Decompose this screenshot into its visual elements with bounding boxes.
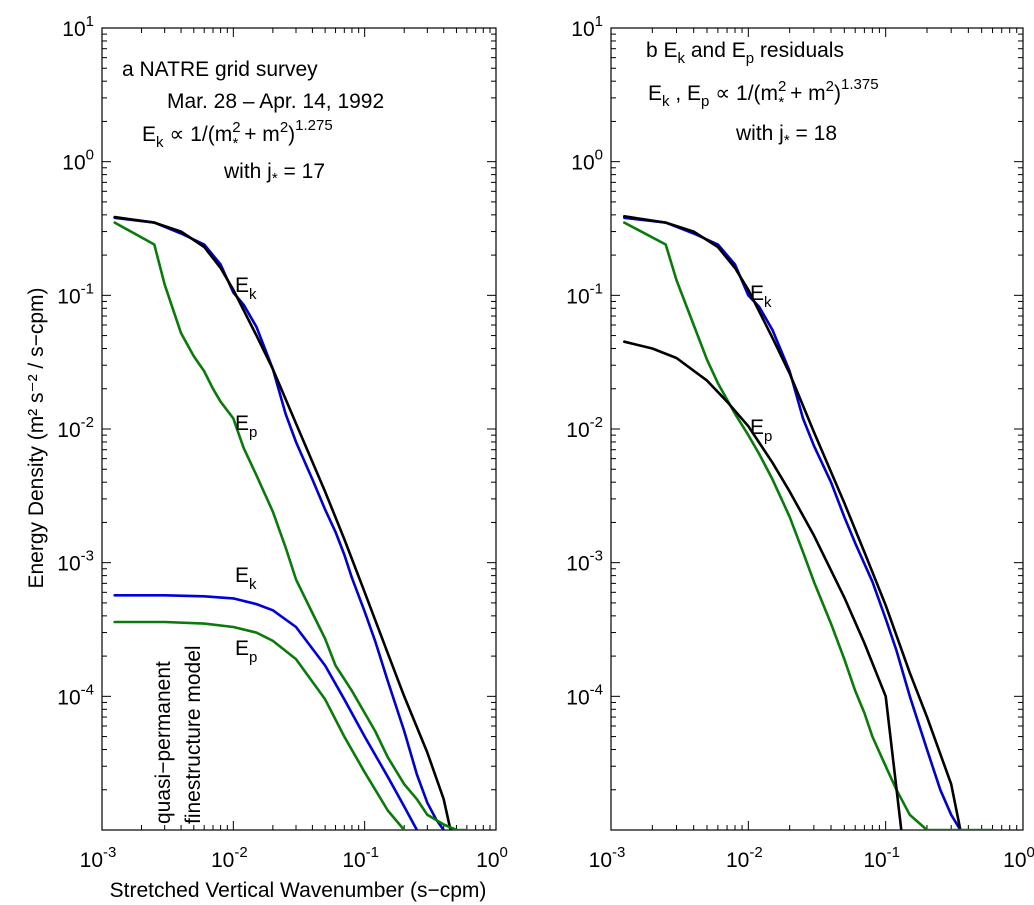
panel-a-y-tick-label: 10-4 bbox=[57, 681, 94, 709]
panel-b-x-tick-label: 10-3 bbox=[589, 844, 626, 872]
panel-b-jstar: with j* = 18 bbox=[735, 122, 837, 149]
y-axis-label: Energy Density (m² s⁻² / s−cpm) bbox=[25, 287, 48, 588]
panel-a-model-label-1: quasi−permanent bbox=[152, 661, 175, 824]
panel-a-y-tick-label: 100 bbox=[62, 147, 94, 175]
panel-b-y-tick-label: 10-3 bbox=[566, 548, 603, 576]
panel-b-x-tick-label: 10-2 bbox=[726, 844, 763, 872]
panel-a-x-tick-label: 100 bbox=[476, 844, 508, 872]
panel-a-ep-label: Ep bbox=[235, 412, 257, 441]
panel-a-ticks: 10-3 10-2 10-1 100 10-4 10-3 10-2 10-1 100 101 bbox=[57, 13, 508, 872]
panel-a-x-tick-label: 10-2 bbox=[211, 844, 248, 872]
panel-a-series-fit bbox=[113, 215, 452, 830]
panel-b-series-fit_ep bbox=[622, 340, 903, 830]
panel-a-series-ep_obs bbox=[113, 221, 469, 830]
panel-a-x-tick-label: 10-3 bbox=[80, 844, 117, 872]
panel-b-series-ep_obs bbox=[622, 221, 994, 830]
panel-b-title: b Ek and Ep residuals Ek , Ep ∝ 1/(m2 * +… bbox=[646, 39, 879, 149]
panel-b-x-tick-label: 100 bbox=[1003, 844, 1034, 872]
panel-a-title: a NATRE grid survey Mar. 28 – Apr. 14, 1… bbox=[122, 58, 384, 187]
panel-b-ep-label: Ep bbox=[750, 416, 772, 445]
panel-b-formula: Ek , Ep ∝ 1/(m2 * + m2)1.375 bbox=[648, 76, 879, 111]
panel-a-series-ek_obs bbox=[113, 216, 446, 830]
panel-b-x-tick-label: 10-1 bbox=[863, 844, 900, 872]
panel-b-y-tick-label: 100 bbox=[571, 147, 603, 175]
panel-b-y-tick-label: 10-1 bbox=[566, 280, 603, 308]
panel-b-frame bbox=[610, 27, 1024, 831]
panel-b-y-tick-label: 101 bbox=[571, 13, 603, 41]
panel-b-ek-label: Ek bbox=[750, 282, 772, 311]
panel-a-formula: Ek ∝ 1/(m2 * + m2)1.275 bbox=[142, 117, 333, 152]
panel-a-model-ep-label: Ep bbox=[235, 637, 257, 666]
panel-a-series-model_ep bbox=[113, 620, 406, 830]
panel-b: 10-3 10-2 10-1 100 10-4 10-3 10-2 10-1 100 101 b … bbox=[566, 13, 1034, 872]
panel-a-series bbox=[113, 215, 469, 830]
panel-a-y-tick-label: 10-1 bbox=[57, 280, 94, 308]
panel-b-ticks: 10-3 10-2 10-1 100 10-4 10-3 10-2 10-1 100 101 bbox=[566, 13, 1034, 872]
panel-b-labels: Ek Ep bbox=[750, 282, 772, 445]
panel-a-model-ek-label: Ek bbox=[235, 564, 257, 593]
panel-a-y-tick-label: 101 bbox=[62, 13, 94, 41]
panel-b-series-ek_obs bbox=[622, 216, 962, 830]
panel-b-y-tick-label: 10-4 bbox=[566, 681, 603, 709]
panel-a-title-line2: Mar. 28 – Apr. 14, 1992 bbox=[167, 90, 384, 113]
panel-b-y-tick-label: 10-2 bbox=[566, 414, 603, 442]
panel-b-title-line1: b Ek and Ep residuals bbox=[646, 39, 844, 67]
x-axis-label: Stretched Vertical Wavenumber (s−cpm) bbox=[110, 879, 487, 902]
panel-b-series bbox=[622, 215, 994, 830]
panel-a-jstar: with j* = 17 bbox=[223, 160, 325, 187]
panel-a-y-tick-label: 10-3 bbox=[57, 548, 94, 576]
panel-a-ek-label: Ek bbox=[235, 274, 257, 303]
panel-a-series-model_ek bbox=[113, 593, 419, 830]
panel-a-model-label-2: finestructure model bbox=[182, 645, 205, 824]
panel-a-title-line1: a NATRE grid survey bbox=[122, 58, 318, 81]
panel-b-series-fit_ek bbox=[622, 215, 962, 830]
panel-a: 10-3 10-2 10-1 100 10-4 10-3 10-2 10-1 100 101 a … bbox=[57, 13, 508, 872]
panel-a-labels: Ek Ep Ek Ep quasi−permanent finestructur… bbox=[152, 274, 257, 824]
panel-a-y-tick-label: 10-2 bbox=[57, 414, 94, 442]
panel-a-x-tick-label: 10-1 bbox=[342, 844, 379, 872]
